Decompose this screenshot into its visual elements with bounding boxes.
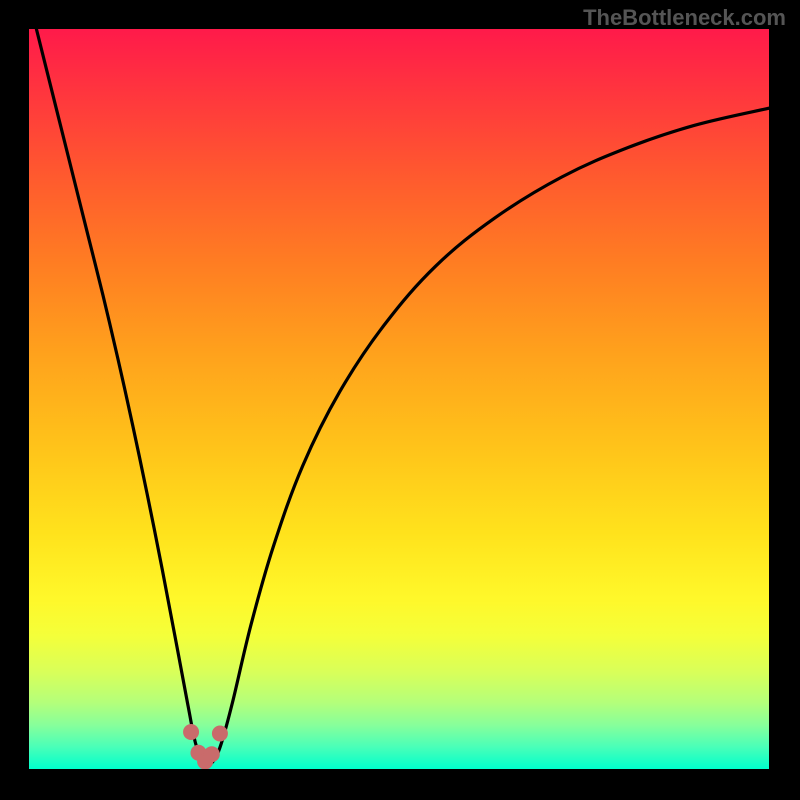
heat-gradient-background [29,29,769,769]
attribution-text: TheBottleneck.com [583,5,786,31]
plot-area [29,29,769,769]
chart-container: TheBottleneck.com [0,0,800,800]
